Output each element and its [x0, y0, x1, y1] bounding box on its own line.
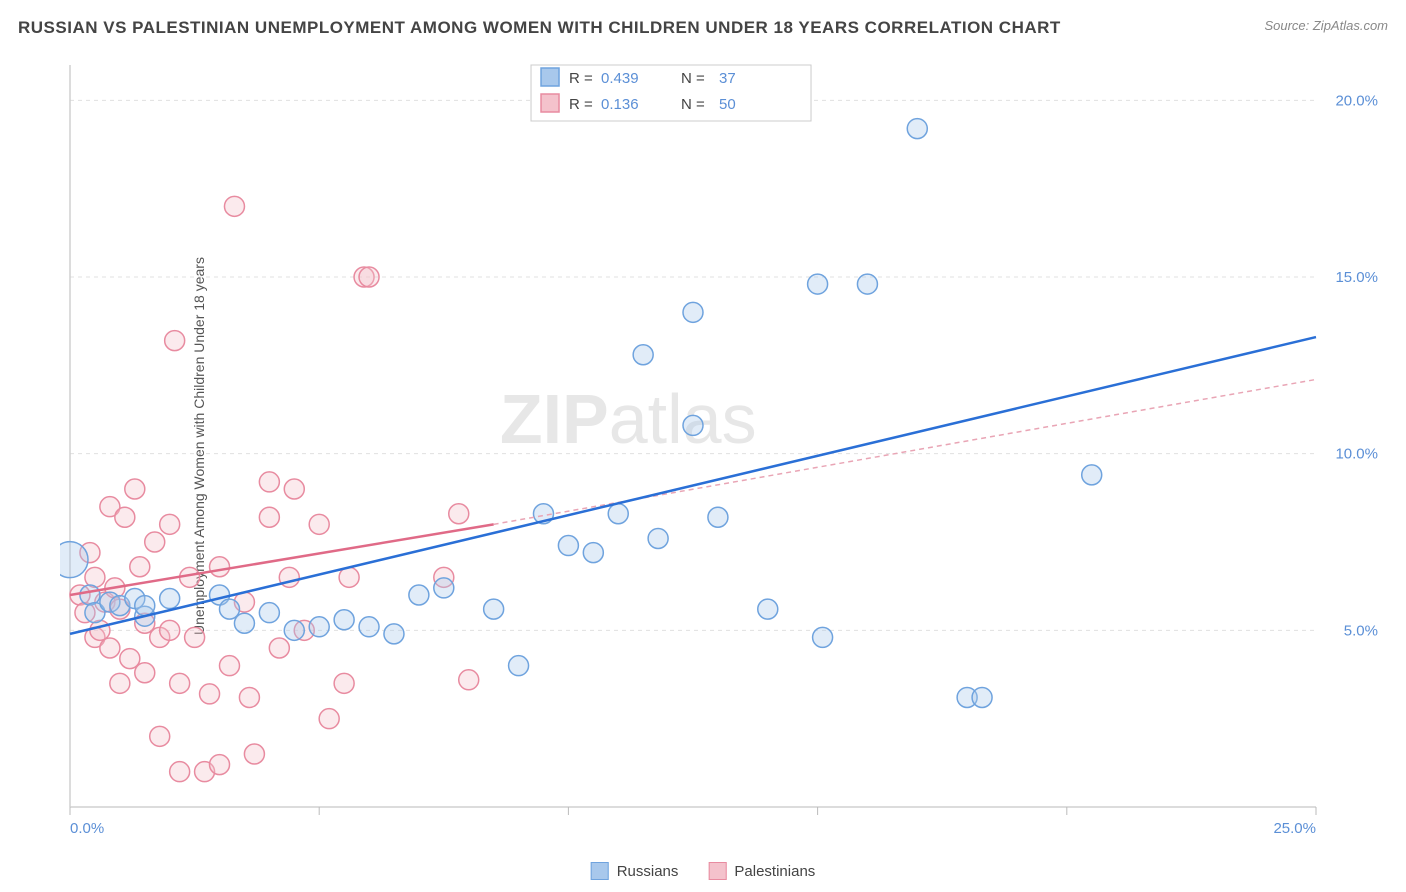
data-point — [224, 196, 244, 216]
legend-n-label: N = — [681, 70, 705, 87]
data-point — [85, 567, 105, 587]
data-point — [648, 528, 668, 548]
plot-svg: 5.0% 10.0% 15.0% 20.0% 0.0% 25.0% ZIPatlas R = 0… — [60, 55, 1386, 837]
data-point — [633, 345, 653, 365]
data-point — [269, 638, 289, 658]
data-point — [60, 542, 88, 578]
data-point — [165, 331, 185, 351]
legend-swatch — [541, 94, 559, 112]
svg-text:ZIPatlas: ZIPatlas — [500, 380, 757, 458]
data-point — [907, 119, 927, 139]
svg-text:20.0%: 20.0% — [1335, 92, 1378, 109]
legend-r-label: R = — [569, 96, 593, 113]
data-point — [259, 507, 279, 527]
data-point — [135, 596, 155, 616]
data-point — [708, 507, 728, 527]
data-point — [259, 472, 279, 492]
data-point — [758, 599, 778, 619]
data-point — [334, 673, 354, 693]
data-point — [683, 415, 703, 435]
data-point — [284, 620, 304, 640]
svg-text:5.0%: 5.0% — [1344, 622, 1378, 639]
data-point — [583, 543, 603, 563]
svg-text:0.0%: 0.0% — [70, 820, 104, 837]
data-point — [135, 663, 155, 683]
data-point — [200, 684, 220, 704]
data-point — [484, 599, 504, 619]
data-point — [80, 585, 100, 605]
data-point — [449, 504, 469, 524]
data-point — [284, 479, 304, 499]
data-point — [683, 302, 703, 322]
data-point — [813, 627, 833, 647]
legend-r-label: R = — [569, 70, 593, 87]
data-point — [160, 620, 180, 640]
source-credit: Source: ZipAtlas.com — [1264, 18, 1388, 33]
legend-item: Russians — [591, 862, 679, 880]
scatter-plot: 5.0% 10.0% 15.0% 20.0% 0.0% 25.0% ZIPatlas R = 0… — [60, 55, 1386, 837]
data-point — [100, 638, 120, 658]
svg-text:25.0%: 25.0% — [1273, 820, 1316, 837]
data-point — [608, 504, 628, 524]
legend-n-value: 50 — [719, 96, 736, 113]
chart-title: RUSSIAN VS PALESTINIAN UNEMPLOYMENT AMON… — [18, 18, 1061, 38]
data-point — [434, 578, 454, 598]
data-point — [1082, 465, 1102, 485]
legend-swatch — [591, 862, 609, 880]
data-point — [808, 274, 828, 294]
data-point — [509, 656, 529, 676]
data-point — [319, 709, 339, 729]
data-point — [409, 585, 429, 605]
legend-r-value: 0.439 — [601, 70, 639, 87]
data-point — [239, 687, 259, 707]
data-point — [384, 624, 404, 644]
data-point — [145, 532, 165, 552]
legend-r-value: 0.136 — [601, 96, 639, 113]
data-point — [558, 536, 578, 556]
data-point — [185, 627, 205, 647]
data-point — [130, 557, 150, 577]
legend-bottom: Russians Palestinians — [591, 862, 816, 880]
data-point — [359, 617, 379, 637]
data-point — [125, 479, 145, 499]
data-point — [219, 656, 239, 676]
data-point — [359, 267, 379, 287]
data-point — [309, 514, 329, 534]
legend-label: Russians — [617, 863, 679, 880]
data-point — [972, 687, 992, 707]
data-point — [244, 744, 264, 764]
data-point — [259, 603, 279, 623]
data-point — [170, 673, 190, 693]
data-point — [110, 673, 130, 693]
data-point — [309, 617, 329, 637]
data-point — [115, 507, 135, 527]
data-point — [210, 557, 230, 577]
data-point — [459, 670, 479, 690]
svg-text:15.0%: 15.0% — [1335, 269, 1378, 286]
data-point — [210, 755, 230, 775]
legend-item: Palestinians — [708, 862, 815, 880]
legend-swatch — [541, 68, 559, 86]
data-point — [234, 613, 254, 633]
data-point — [160, 514, 180, 534]
legend-n-label: N = — [681, 96, 705, 113]
legend-n-value: 37 — [719, 70, 736, 87]
data-point — [90, 620, 110, 640]
svg-text:10.0%: 10.0% — [1335, 446, 1378, 463]
data-point — [857, 274, 877, 294]
legend-swatch — [708, 862, 726, 880]
data-point — [160, 589, 180, 609]
data-point — [334, 610, 354, 630]
data-point — [170, 762, 190, 782]
legend-label: Palestinians — [734, 863, 815, 880]
data-point — [150, 726, 170, 746]
